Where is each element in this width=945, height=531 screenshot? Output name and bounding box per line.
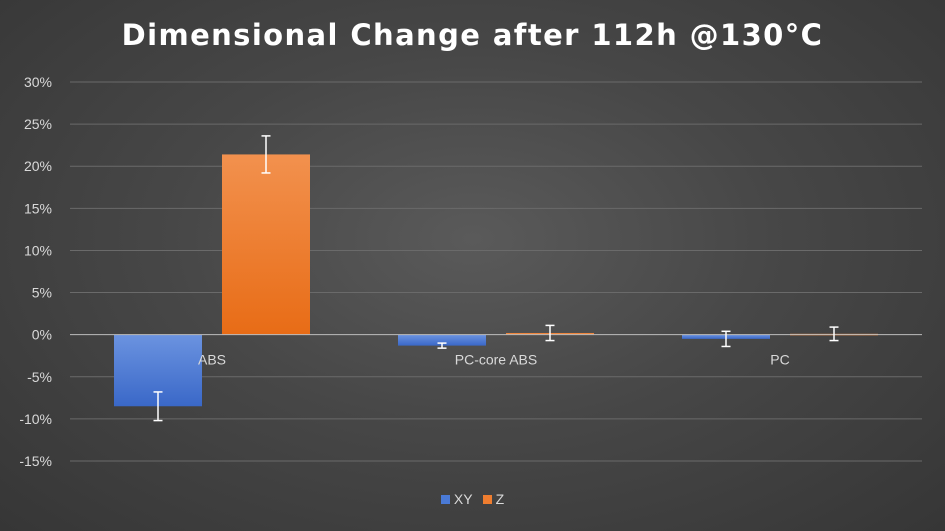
chart-title: Dimensional Change after 112h @130°C (121, 18, 824, 52)
y-tick-label: 25% (24, 116, 52, 132)
x-category-label: PC-core ABS (455, 352, 537, 368)
y-tick-label: -10% (19, 411, 52, 427)
legend-label-z: Z (495, 491, 505, 507)
y-tick-label: 15% (24, 200, 52, 216)
legend-label-xy: XY (453, 491, 473, 507)
y-tick-label: 5% (32, 285, 52, 301)
x-category-label: PC (770, 352, 789, 368)
x-category-label: ABS (198, 352, 226, 368)
y-tick-label: 10% (24, 242, 52, 258)
bars (114, 154, 878, 407)
x-axis-category-labels: ABS PC-core ABS PC (198, 352, 790, 368)
y-axis-ticks: 30% 25% 20% 15% 10% 5% 0% -5% -10% -15% (19, 74, 52, 469)
y-tick-label: 0% (32, 327, 52, 343)
legend-item-xy: XY (440, 491, 473, 507)
legend-swatch-z (482, 494, 492, 504)
y-tick-label: -5% (27, 369, 52, 385)
legend: XY Z (0, 491, 945, 507)
gridlines (70, 81, 922, 462)
error-bars (153, 135, 839, 422)
legend-item-z: Z (482, 491, 505, 507)
bar-xy-pc-core-abs (398, 334, 486, 346)
legend-swatch-xy (440, 494, 450, 504)
bar-z-abs (222, 154, 310, 335)
y-tick-label: -15% (19, 453, 52, 469)
y-tick-label: 30% (24, 74, 52, 90)
y-tick-label: 20% (24, 158, 52, 174)
